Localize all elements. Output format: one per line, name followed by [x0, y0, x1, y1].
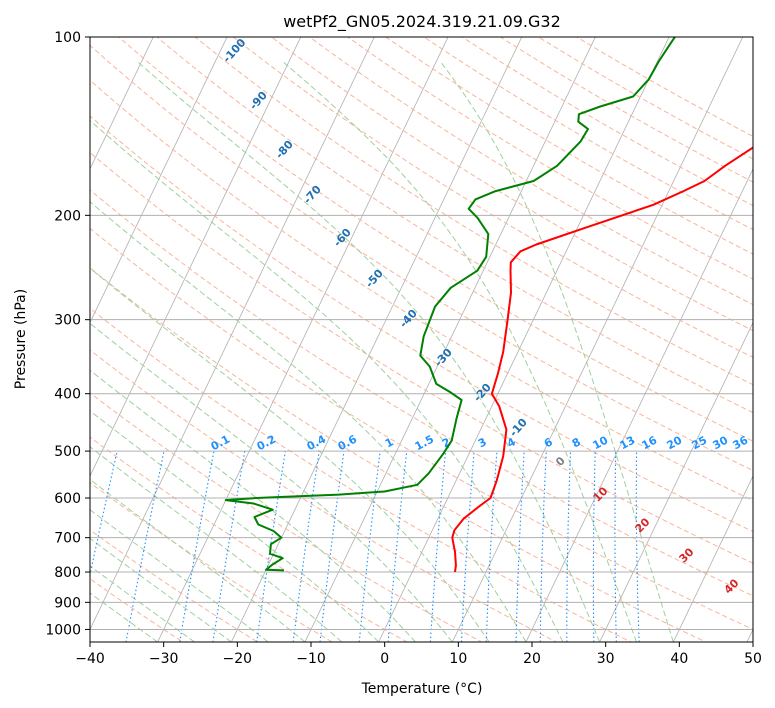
isotherm-line: [230, 37, 523, 642]
mixing-ratio-label: 20: [665, 433, 685, 452]
mixing-ratio-label: 36: [731, 433, 751, 452]
dewpoint-profile-line: [224, 37, 676, 572]
dry-adiabat-line: [156, 37, 753, 414]
moist-adiabat-line: [439, 61, 674, 642]
x-tick-label: −20: [223, 651, 253, 667]
dry-adiabat-line: [423, 37, 753, 231]
axes: −40 −30 −20 −10 0 10 20 30 40 50 100 200 300 400 500 60…: [45, 30, 762, 667]
moist-adiabat-line: [90, 322, 453, 642]
dry-adiabat-line: [90, 267, 707, 642]
mixing-ratio-line: [460, 451, 475, 642]
y-tick-label: 900: [54, 595, 81, 611]
dry-adiabat-line: [90, 151, 753, 564]
moist-adiabat-line: [282, 61, 637, 642]
x-tick-label: 50: [744, 651, 762, 667]
isotherm-line: [672, 475, 753, 642]
dry-adiabat-line: [90, 307, 633, 642]
x-tick-label: 30: [597, 651, 615, 667]
isotherm-line: [599, 321, 753, 642]
y-tick-label: 1000: [45, 622, 81, 638]
mixing-ratio-line: [635, 451, 640, 642]
chart-title: wetPf2_GN05.2024.319.21.09.G32: [283, 12, 561, 32]
dry-adiabat-line: [270, 37, 753, 332]
mixing-ratio-line: [125, 450, 165, 642]
moist-adiabat-line: [90, 478, 306, 642]
moist-adiabat-line: [90, 446, 343, 642]
plot-frame: [89, 36, 754, 643]
isotherm-line: [90, 37, 302, 478]
mixing-ratio-line: [515, 451, 525, 642]
isotherm-line: [378, 37, 670, 642]
plot-background: [90, 37, 753, 642]
dry-adiabat-line: [499, 37, 753, 183]
isotherm-line: [157, 37, 449, 642]
dry-adiabat-line: [385, 37, 753, 255]
dry-adiabat-line: [537, 37, 753, 160]
dry-adiabat-line: [346, 37, 753, 280]
mixing-ratio-label: 10: [591, 433, 611, 452]
dry-adiabat-line: [232, 37, 753, 358]
mixing-ratio-line: [592, 451, 596, 642]
mixing-ratio-line: [539, 451, 547, 642]
mixing-ratio-line: [566, 451, 572, 642]
y-tick-label: 100: [54, 30, 81, 46]
mixing-ratio-line: [90, 450, 118, 578]
dry-adiabat-line: [308, 37, 753, 306]
x-tick-label: 10: [449, 651, 467, 667]
x-axis-label: Temperature (°C): [361, 681, 483, 697]
mixing-ratio-line: [614, 451, 617, 642]
mixing-ratio-label: 13: [618, 434, 638, 453]
dry-adiabat-line: [194, 37, 753, 386]
y-tick-label: 500: [54, 444, 81, 460]
isotherm-line: [90, 37, 228, 324]
x-tick-label: −30: [149, 651, 179, 667]
y-tick-label: 200: [54, 208, 81, 224]
moist-adiabat-line: [90, 119, 564, 642]
plot-area: 0.1 0.2 0.4 0.6 1 1.5 2 3 4 6 8 10 13 16 20 25 30 36-100-…: [90, 37, 753, 642]
dry-adiabat-line: [90, 115, 753, 533]
temperature-profile-line: [451, 146, 753, 573]
moist-adiabat-line: [90, 201, 527, 642]
isotherm-line: [451, 37, 744, 642]
isotherm-line: [304, 37, 596, 642]
mixing-ratio-label: 16: [640, 433, 660, 452]
moist-adiabat-line: [90, 267, 490, 642]
x-tick-label: −10: [296, 651, 326, 667]
dry-adiabat-line: [90, 44, 753, 472]
y-tick-label: 800: [54, 565, 81, 581]
dry-adiabat-line: [90, 392, 483, 642]
dry-adiabat-line: [461, 37, 753, 207]
dry-adiabat-line: [90, 349, 558, 642]
dry-adiabat-line: [118, 37, 753, 442]
moist-adiabat-line: [90, 369, 416, 642]
dry-adiabat-line: [90, 79, 753, 502]
y-axis-label: Pressure (hPa): [13, 289, 29, 389]
y-tick-label: 700: [54, 531, 81, 547]
dry-adiabat-line: [90, 529, 259, 642]
x-tick-label: 0: [380, 651, 389, 667]
y-tick-label: 600: [54, 491, 81, 507]
x-tick-label: 40: [670, 651, 688, 667]
isotherm-line: [90, 37, 375, 631]
dry-adiabat-line: [90, 227, 753, 630]
dry-adiabat-line: [90, 436, 408, 642]
mixing-ratio-label: 25: [690, 434, 710, 453]
x-tick-label: −40: [75, 651, 105, 667]
x-tick-label: 20: [523, 651, 541, 667]
moist-adiabat-line: [136, 61, 601, 642]
isotherm-line: [90, 37, 154, 170]
y-tick-label: 300: [54, 313, 81, 329]
y-tick-label: 400: [54, 387, 81, 403]
mixing-ratio-label: 30: [711, 433, 731, 452]
